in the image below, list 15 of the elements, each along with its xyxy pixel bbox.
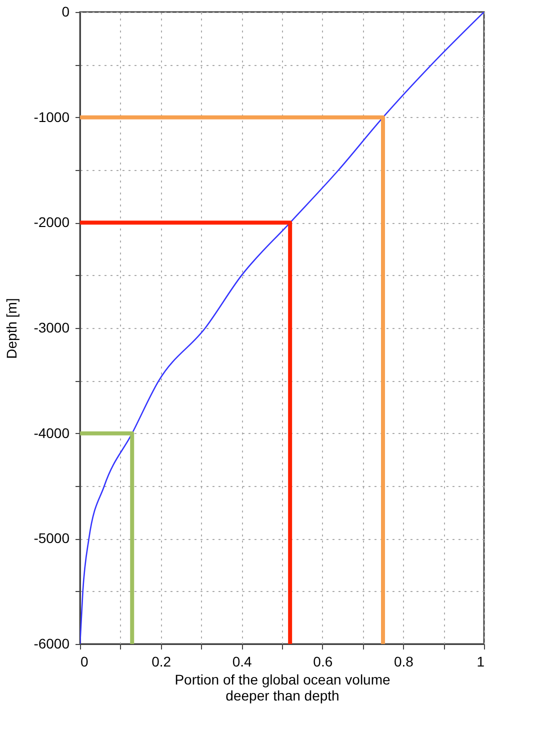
y-axis-title: Depth [m]: [4, 298, 20, 359]
x-tick-label: 0.4: [232, 654, 252, 670]
x-tick-label: 1: [476, 654, 485, 670]
y-tick-label: -2000: [34, 214, 70, 230]
x-axis-title: Portion of the global ocean volume deeper than depth: [174, 672, 390, 704]
y-tick-label: -1000: [34, 108, 70, 125]
y-tick-label: -5000: [34, 530, 70, 546]
y-tick-label: -6000: [34, 636, 70, 652]
y-tick-label: 0: [62, 4, 70, 20]
x-tick-label: 0: [80, 654, 88, 670]
y-tick-label: -4000: [34, 424, 70, 441]
x-tick-label: 0.2: [152, 654, 172, 670]
x-tick-label: 0.6: [313, 654, 333, 670]
y-tick-label: -3000: [34, 320, 70, 336]
x-tick-label: 0.8: [394, 654, 414, 670]
